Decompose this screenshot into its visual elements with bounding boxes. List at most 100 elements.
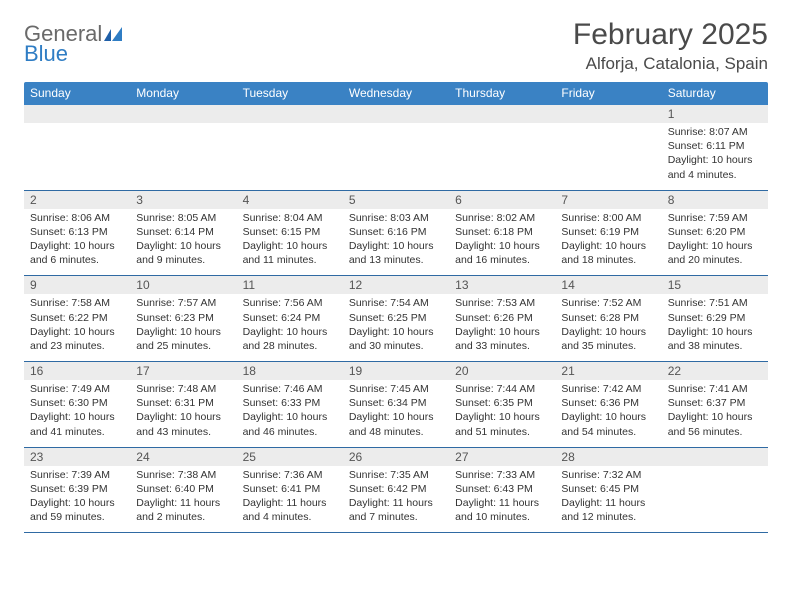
daylight-text: Daylight: 10 hours and 30 minutes.: [349, 325, 443, 353]
day-number: 21: [555, 362, 661, 380]
daylight-text: Daylight: 11 hours and 12 minutes.: [561, 496, 655, 524]
day-number-bar: 232425262728: [24, 448, 768, 466]
daylight-text: Daylight: 10 hours and 6 minutes.: [30, 239, 124, 267]
header: General Blue February 2025 Alforja, Cata…: [24, 18, 768, 74]
sunset-text: Sunset: 6:19 PM: [561, 225, 655, 239]
sunrise-text: Sunrise: 7:57 AM: [136, 296, 230, 310]
day-cell: Sunrise: 7:45 AMSunset: 6:34 PMDaylight:…: [343, 380, 449, 447]
sunrise-text: Sunrise: 7:56 AM: [243, 296, 337, 310]
sunrise-text: Sunrise: 7:48 AM: [136, 382, 230, 396]
daylight-text: Daylight: 10 hours and 48 minutes.: [349, 410, 443, 438]
sunrise-text: Sunrise: 8:03 AM: [349, 211, 443, 225]
sunset-text: Sunset: 6:22 PM: [30, 311, 124, 325]
day-cell: Sunrise: 7:36 AMSunset: 6:41 PMDaylight:…: [237, 466, 343, 533]
day-number: 4: [237, 191, 343, 209]
day-number: 6: [449, 191, 555, 209]
week-row: 2345678Sunrise: 8:06 AMSunset: 6:13 PMDa…: [24, 191, 768, 277]
daylight-text: Daylight: 10 hours and 18 minutes.: [561, 239, 655, 267]
daylight-text: Daylight: 10 hours and 25 minutes.: [136, 325, 230, 353]
sunrise-text: Sunrise: 7:52 AM: [561, 296, 655, 310]
daylight-text: Daylight: 10 hours and 13 minutes.: [349, 239, 443, 267]
day-cell: Sunrise: 8:00 AMSunset: 6:19 PMDaylight:…: [555, 209, 661, 276]
sunrise-text: Sunrise: 7:42 AM: [561, 382, 655, 396]
daylight-text: Daylight: 10 hours and 41 minutes.: [30, 410, 124, 438]
sunrise-text: Sunrise: 7:36 AM: [243, 468, 337, 482]
day-cell: Sunrise: 7:58 AMSunset: 6:22 PMDaylight:…: [24, 294, 130, 361]
calendar-body: 1Sunrise: 8:07 AMSunset: 6:11 PMDaylight…: [24, 105, 768, 533]
sunrise-text: Sunrise: 8:04 AM: [243, 211, 337, 225]
sunset-text: Sunset: 6:33 PM: [243, 396, 337, 410]
day-header: Friday: [555, 82, 661, 105]
daylight-text: Daylight: 10 hours and 35 minutes.: [561, 325, 655, 353]
sunrise-text: Sunrise: 7:46 AM: [243, 382, 337, 396]
sunset-text: Sunset: 6:39 PM: [30, 482, 124, 496]
day-number: 17: [130, 362, 236, 380]
day-cell: Sunrise: 7:33 AMSunset: 6:43 PMDaylight:…: [449, 466, 555, 533]
day-number: 5: [343, 191, 449, 209]
sunset-text: Sunset: 6:36 PM: [561, 396, 655, 410]
day-number: [343, 105, 449, 123]
sunrise-text: Sunrise: 7:45 AM: [349, 382, 443, 396]
day-header: Saturday: [662, 82, 768, 105]
day-number: 23: [24, 448, 130, 466]
sunset-text: Sunset: 6:11 PM: [668, 139, 762, 153]
day-cell: [130, 123, 236, 190]
day-number: 20: [449, 362, 555, 380]
sunrise-text: Sunrise: 7:53 AM: [455, 296, 549, 310]
sunset-text: Sunset: 6:42 PM: [349, 482, 443, 496]
sunrise-text: Sunrise: 7:38 AM: [136, 468, 230, 482]
day-number: 27: [449, 448, 555, 466]
sunset-text: Sunset: 6:16 PM: [349, 225, 443, 239]
sunset-text: Sunset: 6:41 PM: [243, 482, 337, 496]
day-number: 1: [662, 105, 768, 123]
sunset-text: Sunset: 6:45 PM: [561, 482, 655, 496]
day-cell: [555, 123, 661, 190]
day-body-row: Sunrise: 8:07 AMSunset: 6:11 PMDaylight:…: [24, 123, 768, 190]
day-cell: [449, 123, 555, 190]
daylight-text: Daylight: 10 hours and 9 minutes.: [136, 239, 230, 267]
day-number: 2: [24, 191, 130, 209]
day-body-row: Sunrise: 8:06 AMSunset: 6:13 PMDaylight:…: [24, 209, 768, 276]
day-cell: Sunrise: 7:44 AMSunset: 6:35 PMDaylight:…: [449, 380, 555, 447]
day-number-bar: 9101112131415: [24, 276, 768, 294]
day-number-bar: 16171819202122: [24, 362, 768, 380]
title-block: February 2025 Alforja, Catalonia, Spain: [573, 18, 768, 74]
daylight-text: Daylight: 10 hours and 59 minutes.: [30, 496, 124, 524]
day-cell: Sunrise: 7:53 AMSunset: 6:26 PMDaylight:…: [449, 294, 555, 361]
day-number: 8: [662, 191, 768, 209]
sunset-text: Sunset: 6:13 PM: [30, 225, 124, 239]
week-row: 9101112131415Sunrise: 7:58 AMSunset: 6:2…: [24, 276, 768, 362]
daylight-text: Daylight: 11 hours and 7 minutes.: [349, 496, 443, 524]
day-number-bar: 1: [24, 105, 768, 123]
day-number: [662, 448, 768, 466]
week-row: 16171819202122Sunrise: 7:49 AMSunset: 6:…: [24, 362, 768, 448]
sunset-text: Sunset: 6:18 PM: [455, 225, 549, 239]
day-cell: Sunrise: 7:49 AMSunset: 6:30 PMDaylight:…: [24, 380, 130, 447]
week-row: 232425262728Sunrise: 7:39 AMSunset: 6:39…: [24, 448, 768, 534]
day-number: [555, 105, 661, 123]
sunset-text: Sunset: 6:43 PM: [455, 482, 549, 496]
sunset-text: Sunset: 6:37 PM: [668, 396, 762, 410]
logo-flag-icon: [104, 21, 126, 46]
sunrise-text: Sunrise: 7:58 AM: [30, 296, 124, 310]
day-number: [449, 105, 555, 123]
sunset-text: Sunset: 6:35 PM: [455, 396, 549, 410]
sunrise-text: Sunrise: 7:59 AM: [668, 211, 762, 225]
sunset-text: Sunset: 6:31 PM: [136, 396, 230, 410]
day-body-row: Sunrise: 7:58 AMSunset: 6:22 PM Daylight:…: [24, 294, 768, 361]
day-number: 28: [555, 448, 661, 466]
day-number: 16: [24, 362, 130, 380]
daylight-text: Daylight: 10 hours and 46 minutes.: [243, 410, 337, 438]
daylight-text: Daylight: 11 hours and 2 minutes.: [136, 496, 230, 524]
daylight-text: Daylight: 10 hours and 54 minutes.: [561, 410, 655, 438]
sunset-text: Sunset: 6:29 PM: [668, 311, 762, 325]
daylight-text: Daylight: 10 hours and 28 minutes.: [243, 325, 337, 353]
day-cell: Sunrise: 7:54 AMSunset: 6:25 PMDaylight:…: [343, 294, 449, 361]
day-body-row: Sunrise: 7:39 AMSunset: 6:39 PMDaylight:…: [24, 466, 768, 533]
day-cell: Sunrise: 7:32 AMSunset: 6:45 PMDaylight:…: [555, 466, 661, 533]
daylight-text: Daylight: 10 hours and 11 minutes.: [243, 239, 337, 267]
day-cell: Sunrise: 8:06 AMSunset: 6:13 PMDaylight:…: [24, 209, 130, 276]
day-cell: Sunrise: 7:52 AMSunset: 6:28 PMDaylight:…: [555, 294, 661, 361]
day-number: 25: [237, 448, 343, 466]
day-cell: Sunrise: 7:57 AMSunset: 6:23 PMDaylight:…: [130, 294, 236, 361]
